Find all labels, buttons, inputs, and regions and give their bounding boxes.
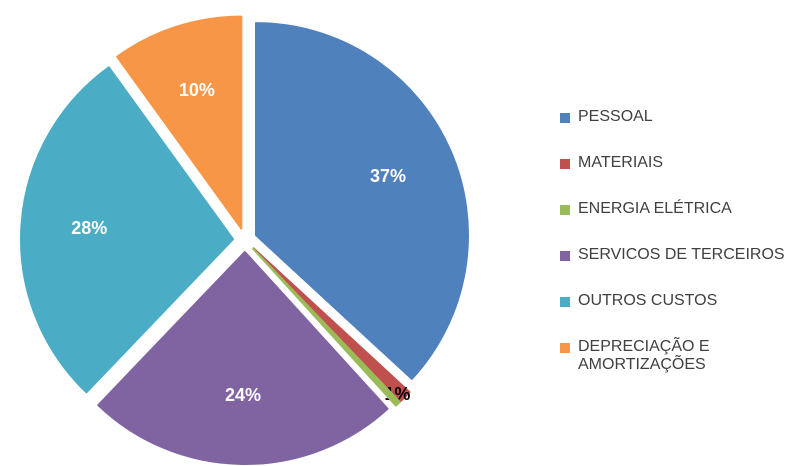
- legend-swatch: [560, 113, 570, 123]
- legend-label: ENERGIA ELÉTRICA: [578, 200, 732, 217]
- legend-entry: SERVICOS DE TERCEIROS: [560, 246, 790, 292]
- legend-swatch: [560, 297, 570, 307]
- legend-entry: OUTROS CUSTOS: [560, 292, 790, 338]
- pie-slice: [116, 15, 243, 230]
- legend-label: DEPRECIAÇÃO E AMORTIZAÇÕES: [578, 338, 710, 373]
- legend-swatch: [560, 251, 570, 261]
- legend-label: MATERIAIS: [578, 154, 664, 171]
- data-label: 37%: [370, 166, 406, 186]
- pie-slice: [254, 22, 469, 380]
- legend: PESSOAL MATERIAIS ENERGIA ELÉTRICA SERVICOS…: [560, 108, 790, 384]
- legend-label: PESSOAL: [578, 108, 653, 125]
- legend-entry: MATERIAIS: [560, 154, 790, 200]
- legend-swatch: [560, 343, 570, 353]
- data-label: 24%: [225, 385, 261, 405]
- pie-slice: [20, 66, 235, 394]
- legend-entry: PESSOAL: [560, 108, 790, 154]
- legend-label: SERVICOS DE TERCEIROS: [578, 246, 785, 263]
- pie-slice: [97, 250, 389, 465]
- legend-swatch: [560, 205, 570, 215]
- legend-entry: ENERGIA ELÉTRICA: [560, 200, 790, 246]
- legend-entry: DEPRECIAÇÃO E AMORTIZAÇÕES: [560, 338, 790, 384]
- legend-label: OUTROS CUSTOS: [578, 292, 718, 309]
- data-label: 10%: [179, 80, 215, 100]
- pie-slice: [252, 247, 401, 407]
- data-label: 28%: [71, 218, 107, 238]
- legend-swatch: [560, 159, 570, 169]
